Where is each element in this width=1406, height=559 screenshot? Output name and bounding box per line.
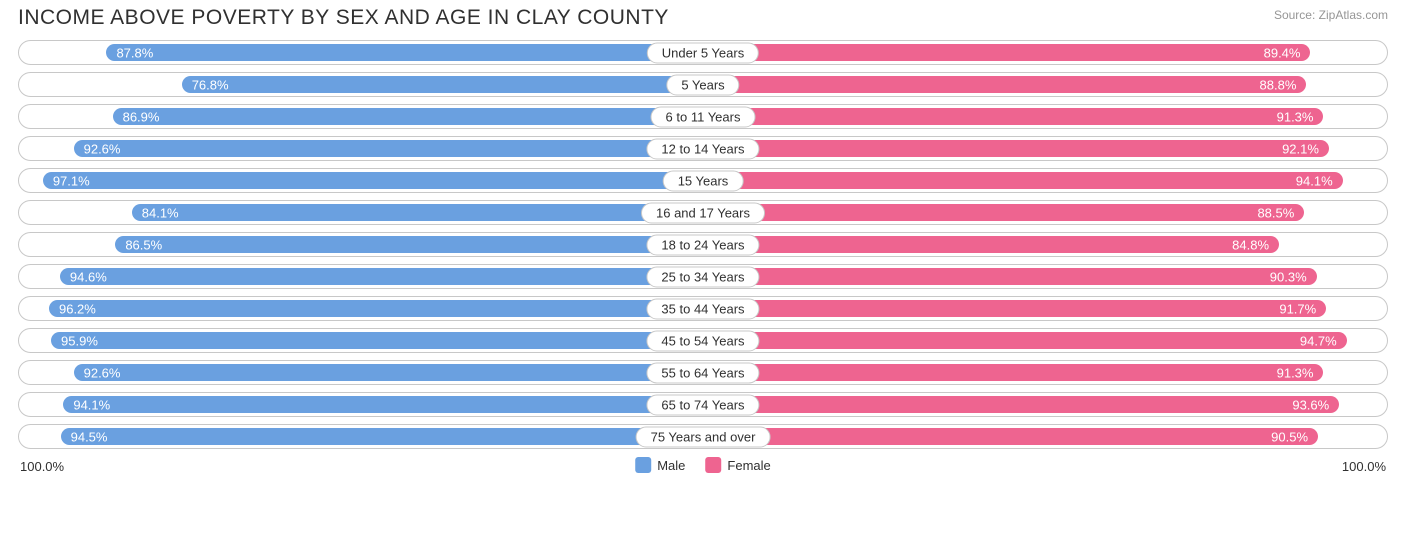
legend-label-female: Female bbox=[727, 458, 770, 473]
bar-female: 88.8% bbox=[703, 76, 1306, 93]
value-female: 84.8% bbox=[1232, 237, 1269, 252]
chart-row: 84.1% 88.5% 16 and 17 Years bbox=[18, 200, 1388, 225]
row-label: 15 Years bbox=[663, 170, 744, 191]
value-male: 94.5% bbox=[71, 429, 108, 444]
chart-row: 92.6% 91.3% 55 to 64 Years bbox=[18, 360, 1388, 385]
bar-female: 93.6% bbox=[703, 396, 1339, 413]
legend-swatch-female bbox=[705, 457, 721, 473]
bar-female: 90.5% bbox=[703, 428, 1318, 445]
value-female: 91.7% bbox=[1279, 301, 1316, 316]
value-male: 84.1% bbox=[142, 205, 179, 220]
bar-female: 94.1% bbox=[703, 172, 1343, 189]
value-male: 96.2% bbox=[59, 301, 96, 316]
value-male: 92.6% bbox=[84, 141, 121, 156]
value-male: 94.6% bbox=[70, 269, 107, 284]
value-male: 76.8% bbox=[192, 77, 229, 92]
value-female: 94.1% bbox=[1296, 173, 1333, 188]
chart-container: INCOME ABOVE POVERTY BY SEX AND AGE IN C… bbox=[0, 0, 1406, 491]
value-male: 86.5% bbox=[125, 237, 162, 252]
value-female: 90.3% bbox=[1270, 269, 1307, 284]
bar-male: 95.9% bbox=[51, 332, 703, 349]
bar-male: 86.9% bbox=[113, 108, 703, 125]
row-label: Under 5 Years bbox=[647, 42, 759, 63]
value-female: 94.7% bbox=[1300, 333, 1337, 348]
chart-row: 94.1% 93.6% 65 to 74 Years bbox=[18, 392, 1388, 417]
bar-male: 87.8% bbox=[106, 44, 703, 61]
chart-title: INCOME ABOVE POVERTY BY SEX AND AGE IN C… bbox=[18, 6, 669, 30]
legend-label-male: Male bbox=[657, 458, 685, 473]
bar-female: 88.5% bbox=[703, 204, 1304, 221]
row-label: 6 to 11 Years bbox=[651, 106, 756, 127]
value-male: 86.9% bbox=[123, 109, 160, 124]
bar-female: 92.1% bbox=[703, 140, 1329, 157]
chart-row: 97.1% 94.1% 15 Years bbox=[18, 168, 1388, 193]
row-label: 25 to 34 Years bbox=[646, 266, 759, 287]
bar-male: 96.2% bbox=[49, 300, 703, 317]
chart-rows: 87.8% 89.4% Under 5 Years 76.8% 88.8% 5 Years… bbox=[18, 40, 1388, 449]
value-female: 89.4% bbox=[1264, 45, 1301, 60]
value-male: 94.1% bbox=[73, 397, 110, 412]
bar-male: 94.1% bbox=[63, 396, 703, 413]
bar-female: 94.7% bbox=[703, 332, 1347, 349]
bar-male: 94.6% bbox=[60, 268, 703, 285]
bar-male: 86.5% bbox=[115, 236, 703, 253]
legend-swatch-male bbox=[635, 457, 651, 473]
chart-row: 76.8% 88.8% 5 Years bbox=[18, 72, 1388, 97]
bar-female: 91.7% bbox=[703, 300, 1326, 317]
value-male: 87.8% bbox=[116, 45, 153, 60]
value-female: 88.8% bbox=[1260, 77, 1297, 92]
bar-male: 92.6% bbox=[74, 364, 703, 381]
legend-item-male: Male bbox=[635, 457, 685, 473]
axis-label-left: 100.0% bbox=[20, 459, 64, 474]
value-male: 92.6% bbox=[84, 365, 121, 380]
value-female: 92.1% bbox=[1282, 141, 1319, 156]
bar-male: 76.8% bbox=[182, 76, 703, 93]
value-female: 90.5% bbox=[1271, 429, 1308, 444]
bar-female: 91.3% bbox=[703, 108, 1323, 125]
bar-female: 91.3% bbox=[703, 364, 1323, 381]
row-label: 55 to 64 Years bbox=[646, 362, 759, 383]
row-label: 65 to 74 Years bbox=[646, 394, 759, 415]
bar-female: 89.4% bbox=[703, 44, 1310, 61]
row-label: 75 Years and over bbox=[636, 426, 771, 447]
value-female: 91.3% bbox=[1277, 365, 1314, 380]
chart-legend: Male Female bbox=[635, 457, 771, 473]
chart-row: 94.5% 90.5% 75 Years and over bbox=[18, 424, 1388, 449]
row-label: 16 and 17 Years bbox=[641, 202, 765, 223]
legend-item-female: Female bbox=[705, 457, 770, 473]
chart-row: 96.2% 91.7% 35 to 44 Years bbox=[18, 296, 1388, 321]
row-label: 45 to 54 Years bbox=[646, 330, 759, 351]
chart-row: 94.6% 90.3% 25 to 34 Years bbox=[18, 264, 1388, 289]
bar-female: 84.8% bbox=[703, 236, 1279, 253]
value-female: 88.5% bbox=[1257, 205, 1294, 220]
bar-female: 90.3% bbox=[703, 268, 1317, 285]
row-label: 18 to 24 Years bbox=[646, 234, 759, 255]
value-female: 91.3% bbox=[1277, 109, 1314, 124]
bar-male: 97.1% bbox=[43, 172, 703, 189]
chart-row: 95.9% 94.7% 45 to 54 Years bbox=[18, 328, 1388, 353]
axis-label-right: 100.0% bbox=[1342, 459, 1386, 474]
row-label: 12 to 14 Years bbox=[646, 138, 759, 159]
row-label: 5 Years bbox=[666, 74, 739, 95]
value-male: 95.9% bbox=[61, 333, 98, 348]
bar-male: 84.1% bbox=[132, 204, 703, 221]
chart-header: INCOME ABOVE POVERTY BY SEX AND AGE IN C… bbox=[18, 6, 1388, 30]
chart-row: 87.8% 89.4% Under 5 Years bbox=[18, 40, 1388, 65]
chart-row: 86.9% 91.3% 6 to 11 Years bbox=[18, 104, 1388, 129]
chart-source: Source: ZipAtlas.com bbox=[1274, 8, 1388, 22]
chart-row: 92.6% 92.1% 12 to 14 Years bbox=[18, 136, 1388, 161]
bar-male: 92.6% bbox=[74, 140, 703, 157]
chart-footer: 100.0% Male Female 100.0% bbox=[18, 457, 1388, 479]
chart-row: 86.5% 84.8% 18 to 24 Years bbox=[18, 232, 1388, 257]
bar-male: 94.5% bbox=[61, 428, 703, 445]
value-female: 93.6% bbox=[1292, 397, 1329, 412]
row-label: 35 to 44 Years bbox=[646, 298, 759, 319]
value-male: 97.1% bbox=[53, 173, 90, 188]
